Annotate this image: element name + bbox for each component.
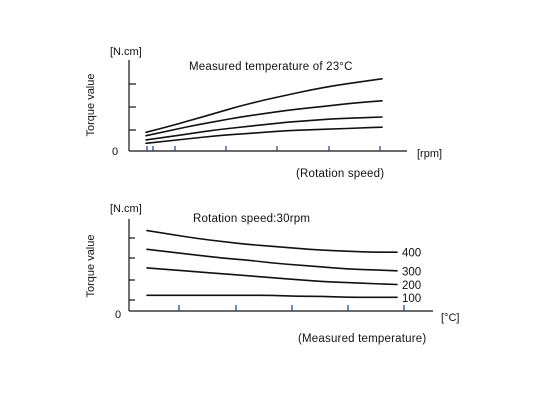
chart-1-series-label: 300: [402, 266, 421, 278]
chart-1-x-unit: [°C]: [441, 312, 459, 324]
chart-0-x-unit: [rpm]: [417, 148, 442, 160]
chart-0-series-line: [145, 78, 383, 134]
chart-0-series-line: [145, 126, 383, 145]
chart-1-origin-label: 0: [115, 309, 121, 321]
chart-1-x-axis-label: (Measured temperature): [298, 333, 426, 345]
chart-1-series-line: [146, 267, 398, 286]
chart-0-series-group: [145, 78, 383, 145]
chart-1-series-label: 400: [402, 248, 421, 260]
chart-torque-vs-rotation-speed: [N.cm] Measured temperature of 23°C Torq…: [85, 46, 442, 180]
chart-0-y-axis-label: Torque value: [85, 74, 97, 137]
chart-0-series-line: [145, 100, 383, 137]
chart-0-y-unit: [N.cm]: [110, 46, 142, 58]
chart-1-series-label: 100: [402, 293, 421, 305]
chart-1-x-ticks: [178, 305, 405, 311]
chart-1-series-line: [146, 294, 398, 299]
chart-0-series-line: [145, 116, 383, 141]
chart-0-y-ticks: [129, 83, 136, 131]
chart-0-title: Measured temperature of 23°C: [189, 61, 353, 73]
chart-1-y-ticks: [129, 237, 135, 301]
chart-1-y-axis-label: Torque value: [85, 235, 97, 298]
chart-0-origin-label: 0: [112, 146, 118, 158]
chart-1-y-unit: [N.cm]: [110, 203, 142, 215]
chart-1-series-label: 200: [402, 280, 421, 292]
chart-0-x-ticks: [146, 146, 381, 151]
chart-1-title: Rotation speed:30rpm: [193, 213, 310, 225]
chart-1-series-line: [146, 229, 398, 253]
chart-1-series-line: [146, 248, 398, 272]
chart-0-x-axis-label: (Rotation speed): [296, 168, 384, 180]
